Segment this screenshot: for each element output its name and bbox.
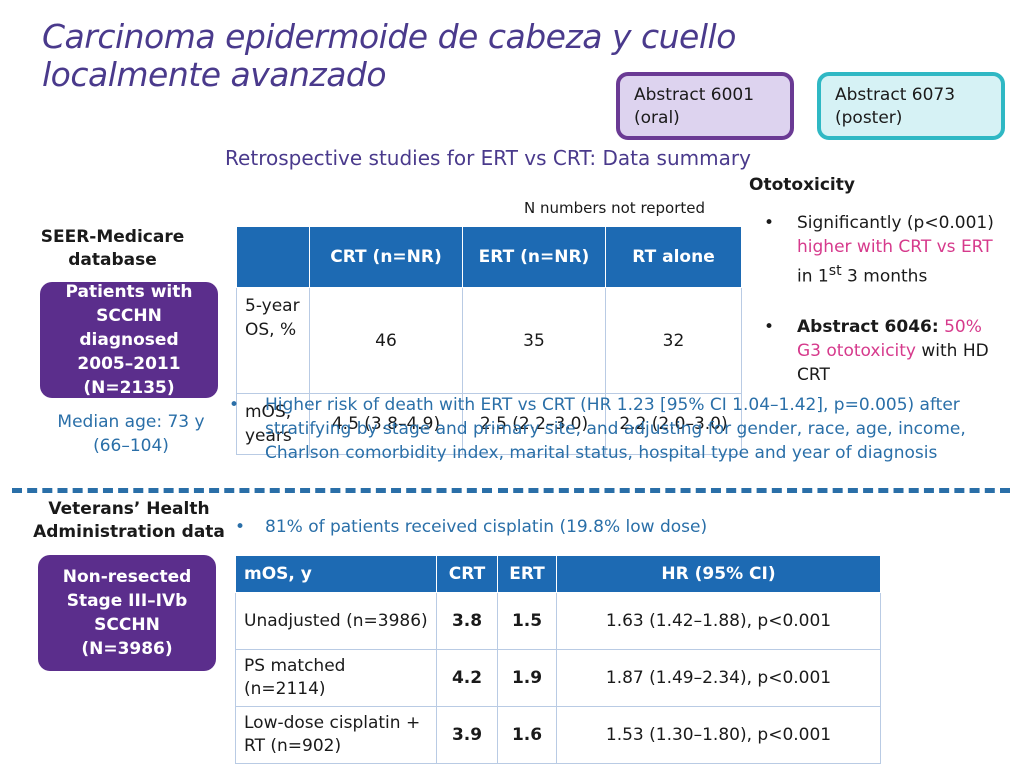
- table-cell: 1.9: [497, 649, 557, 707]
- oto-highlight: higher with CRT vs ERT: [797, 237, 993, 257]
- table-header: CRT (n=NR): [309, 226, 463, 288]
- table-cell: 2.5 (2.2–3.0): [462, 393, 606, 455]
- abstract-6001-badge: Abstract 6001 (oral): [616, 72, 794, 140]
- table-row: mOS, years 4.5 (3.8–4.9) 2.5 (2.2–3.0) 2…: [236, 393, 742, 455]
- oto-bold: Abstract 6046:: [797, 317, 939, 337]
- badge-line: (oral): [634, 108, 680, 128]
- table-header-row: CRT (n=NR) ERT (n=NR) RT alone: [236, 226, 742, 288]
- seer-heading: SEER-Medicare database: [40, 227, 185, 270]
- oto-sup: st: [828, 263, 842, 279]
- ototoxicity-heading: Ototoxicity: [749, 175, 855, 195]
- table-header: ERT: [497, 555, 557, 593]
- badge-line: Abstract 6073: [835, 85, 956, 105]
- va-table: mOS, y CRT ERT HR (95% CI) Unadjusted (n…: [235, 555, 881, 764]
- ototoxicity-item: • Abstract 6046: 50% G3 ototoxicity with…: [764, 315, 997, 387]
- table-cell: 32: [605, 287, 742, 394]
- table-header: HR (95% CI): [556, 555, 881, 593]
- table-cell: 3.8: [436, 592, 498, 650]
- oto-text: 3 months: [841, 266, 928, 287]
- table-cell: Low-dose cisplatin + RT (n=902): [235, 706, 437, 764]
- table-header: [236, 226, 310, 288]
- bullet-icon: •: [235, 517, 246, 537]
- seer-bullet-text: Higher risk of death with ERT vs CRT (HR…: [265, 395, 966, 463]
- table-row: 5-year OS, % 46 35 32: [236, 287, 742, 394]
- badge-line: Abstract 6001: [634, 85, 755, 105]
- table-cell: 1.5: [497, 592, 557, 650]
- table-header: ERT (n=NR): [462, 226, 606, 288]
- table-cell: 1.87 (1.49–2.34), p<0.001: [556, 649, 881, 707]
- table-cell: 1.63 (1.42–1.88), p<0.001: [556, 592, 881, 650]
- median-age: Median age: 73 y (66–104): [57, 412, 205, 456]
- seer-bullet: • Higher risk of death with ERT vs CRT (…: [229, 393, 985, 465]
- table-cell: 46: [309, 287, 463, 394]
- section-divider: [12, 488, 492, 493]
- table-cell: PS matched (n=2114): [235, 649, 437, 707]
- table-cell: 5-year OS, %: [236, 287, 310, 394]
- bullet-icon: •: [764, 213, 775, 233]
- abstract-6073-badge: Abstract 6073 (poster): [817, 72, 1005, 140]
- va-heading: Veterans’ Health Administration data: [33, 499, 225, 542]
- ototoxicity-item: • Significantly (p<0.001) higher with CR…: [764, 211, 997, 289]
- table-header: mOS, y: [235, 555, 437, 593]
- slide-subtitle: Retrospective studies for ERT vs CRT: Da…: [0, 146, 1000, 170]
- table-header-row: mOS, y CRT ERT HR (95% CI): [235, 555, 881, 593]
- oto-highlight: 50% G3 ototoxicity: [797, 317, 982, 361]
- oto-text: Significantly (p<0.001): [797, 213, 994, 233]
- table-row: Low-dose cisplatin + RT (n=902) 3.9 1.6 …: [235, 706, 881, 764]
- table-row: Unadjusted (n=3986) 3.8 1.5 1.63 (1.42–1…: [235, 592, 881, 650]
- bullet-icon: •: [229, 395, 240, 415]
- table-cell: 3.9: [436, 706, 498, 764]
- table-cell: 2.2 (2.0–3.0): [605, 393, 742, 455]
- oto-text: with HD CRT: [797, 341, 989, 385]
- badge-line: (poster): [835, 108, 903, 128]
- va-bullet: • 81% of patients received cisplatin (19…: [235, 517, 708, 537]
- seer-table: CRT (n=NR) ERT (n=NR) RT alone 5-year OS…: [236, 226, 742, 455]
- table-cell: 35: [462, 287, 606, 394]
- va-patients-box: Non-resected Stage III–IVb SCCHN (N=3986…: [38, 555, 216, 671]
- subtitle-text: Retrospective studies for ERT vs CRT: Da…: [225, 146, 751, 170]
- va-bullet-text: 81% of patients received cisplatin (19.8…: [265, 517, 708, 537]
- slide-title: Carcinoma epidermoide de cabeza y cuello…: [42, 17, 736, 94]
- table-row: PS matched (n=2114) 4.2 1.9 1.87 (1.49–2…: [235, 649, 881, 707]
- n-numbers-note: N numbers not reported: [524, 199, 706, 217]
- table-cell: 1.6: [497, 706, 557, 764]
- table-cell: 1.53 (1.30–1.80), p<0.001: [556, 706, 881, 764]
- table-cell: 4.2: [436, 649, 498, 707]
- oto-text: in 1: [797, 266, 829, 287]
- section-divider: [498, 488, 1010, 493]
- table-cell: mOS, years: [236, 393, 310, 455]
- seer-patients-box: Patients with SCCHN diagnosed 2005–2011 …: [40, 282, 218, 398]
- table-cell: 4.5 (3.8–4.9): [309, 393, 463, 455]
- table-header: CRT: [436, 555, 498, 593]
- table-cell: Unadjusted (n=3986): [235, 592, 437, 650]
- table-header: RT alone: [605, 226, 742, 288]
- bullet-icon: •: [764, 317, 775, 337]
